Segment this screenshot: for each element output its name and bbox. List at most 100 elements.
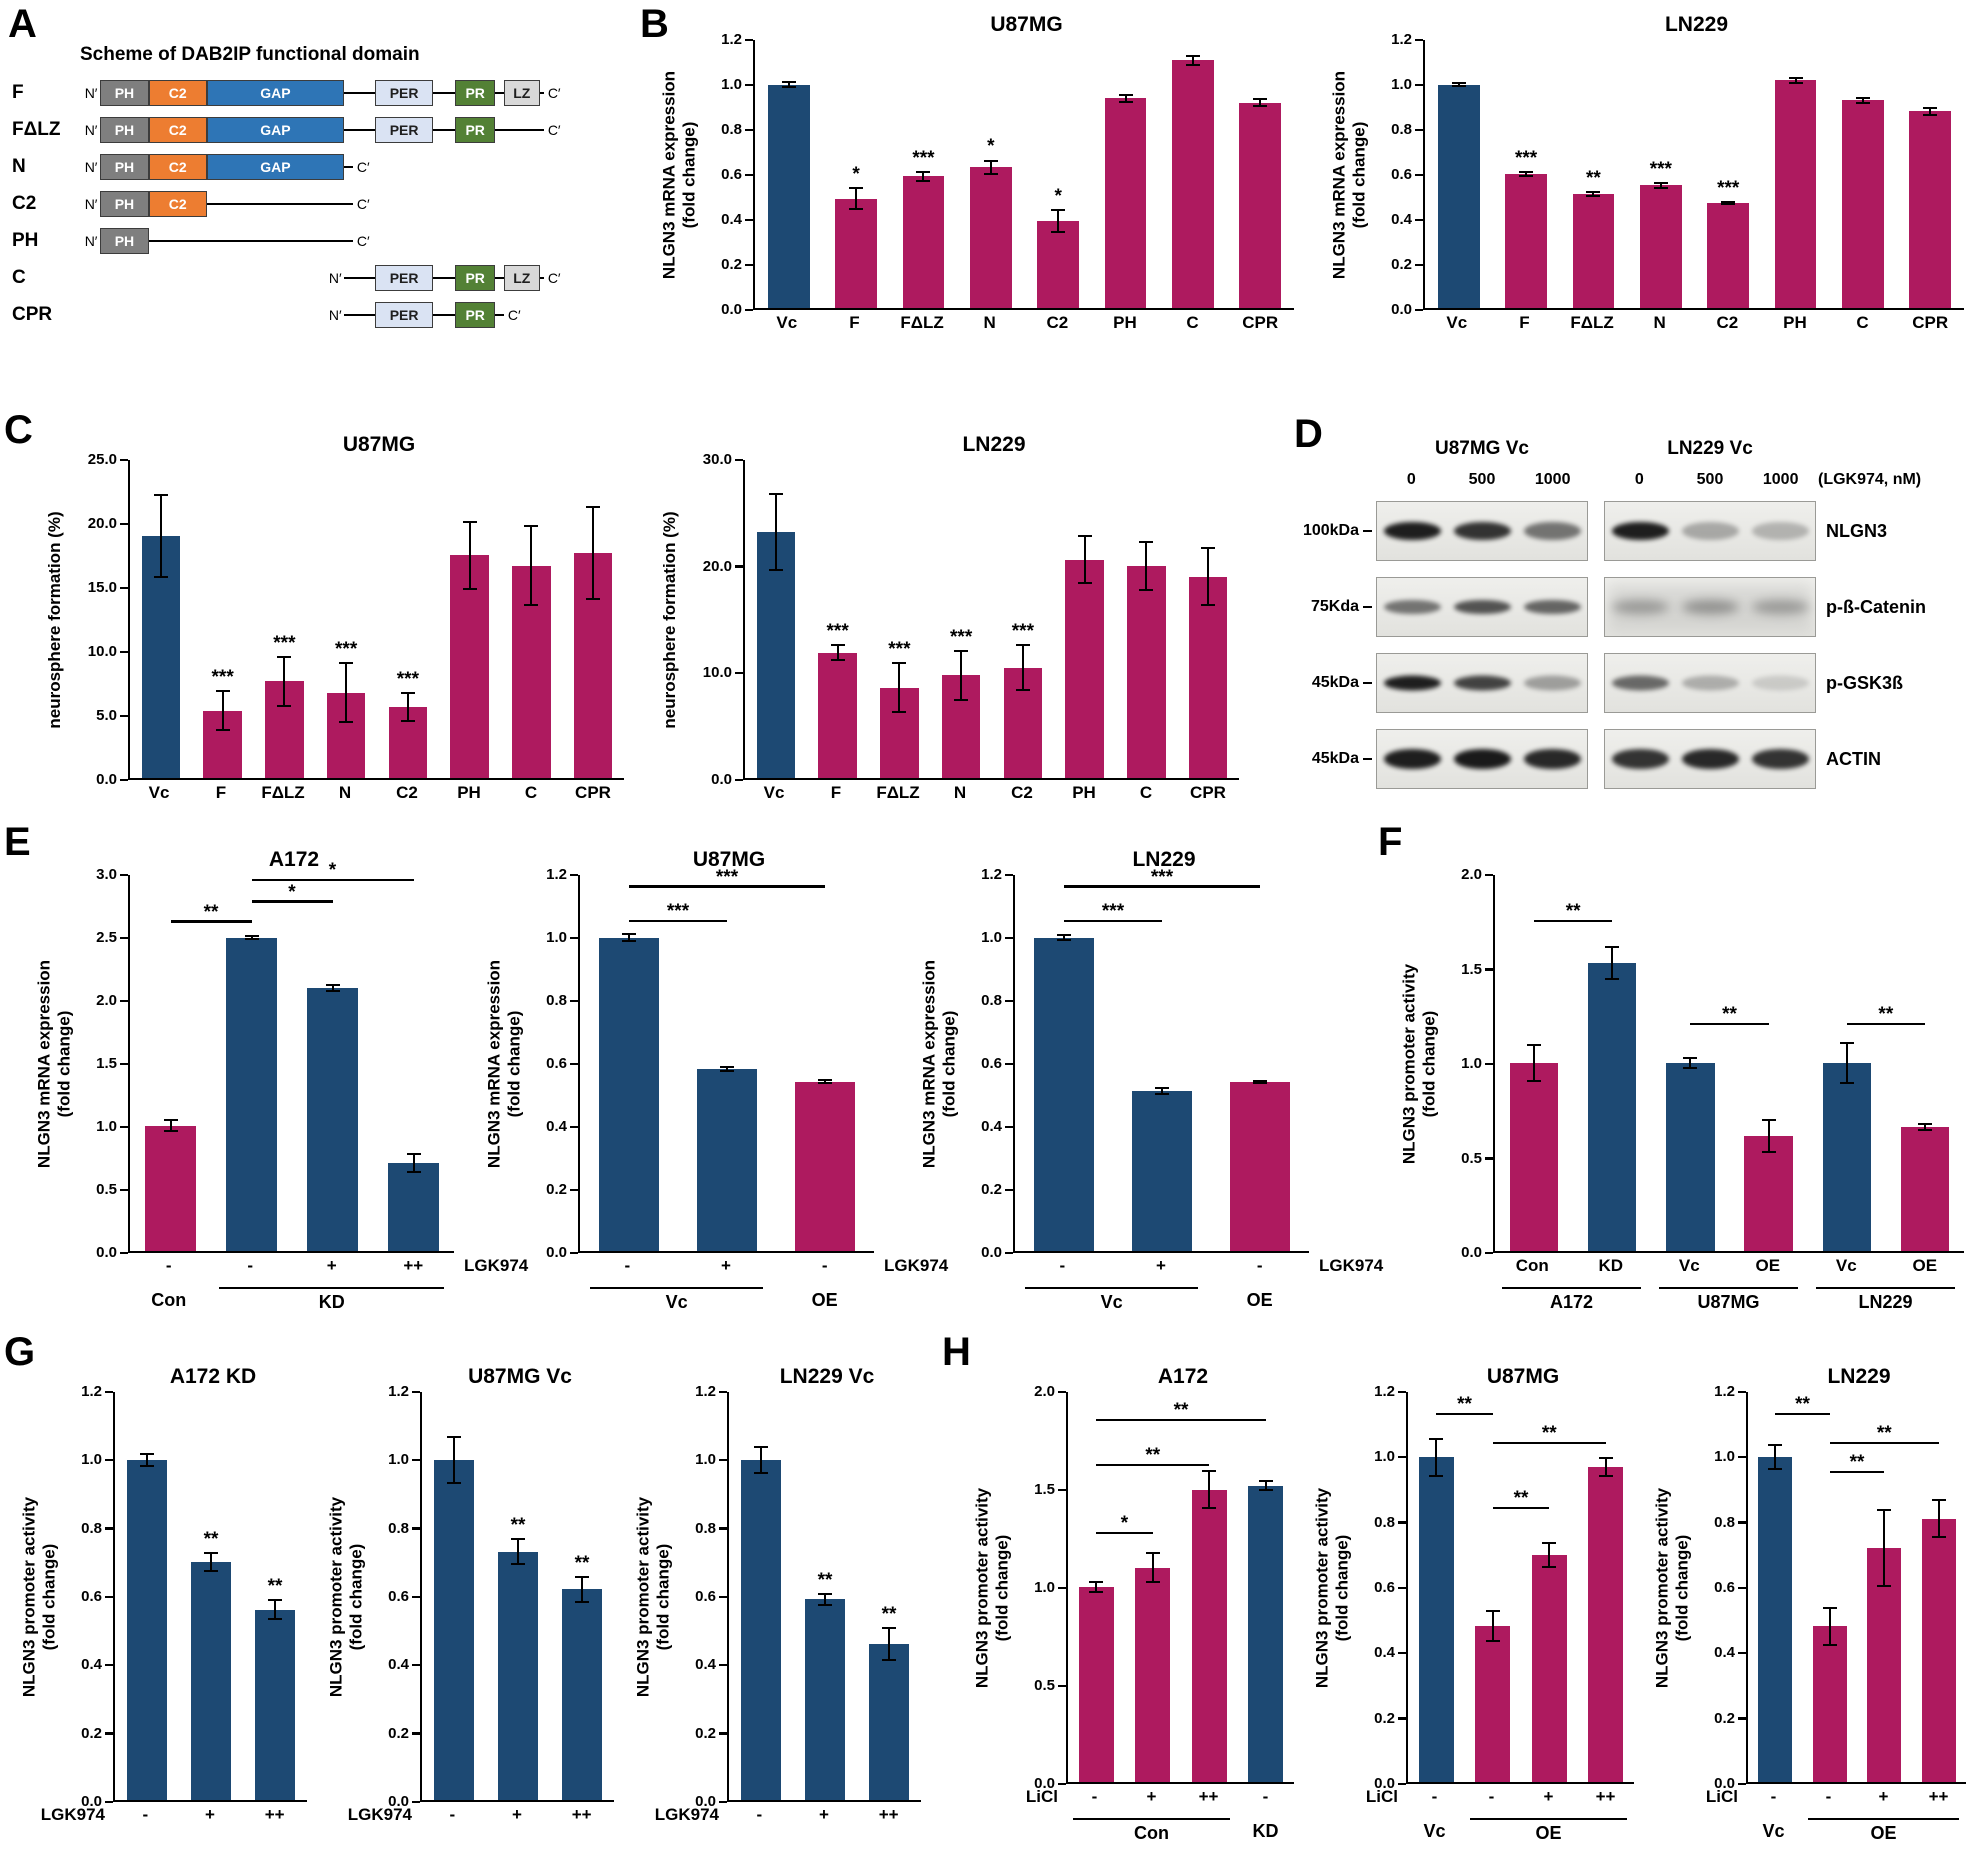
c-terminus-label: C′	[547, 84, 561, 101]
significance-line	[251, 900, 333, 903]
bar	[1131, 1091, 1193, 1251]
protein-band	[1682, 675, 1740, 691]
y-tick-label: 1.0	[546, 929, 567, 946]
protein-band	[1384, 749, 1442, 769]
significance-stars: *	[1054, 185, 1062, 207]
error-bar	[140, 1453, 154, 1467]
x-tick-label: OE	[1755, 1256, 1781, 1275]
error-bar	[754, 1446, 768, 1474]
bar	[145, 1125, 196, 1251]
y-tick-mark	[1005, 936, 1013, 939]
significance-stars: **	[881, 1603, 897, 1625]
y-tick-label: 1.2	[546, 866, 567, 883]
x-tick-label: PH	[1783, 313, 1807, 332]
x-tick-label: F	[215, 783, 227, 802]
y-tick-label: 0.0	[1034, 1775, 1055, 1792]
group-label: A172	[1502, 1287, 1641, 1313]
x-group-labels: Con KD	[30, 1283, 460, 1323]
y-tick-label: 1.0	[981, 929, 1002, 946]
y-tick-label: 0.0	[1714, 1775, 1735, 1792]
chart-body: NLGN3 promoter activity (fold change) 0.0…	[629, 1384, 927, 1810]
y-tick-label: 0.4	[695, 1656, 716, 1674]
protein-label: ACTIN	[1826, 748, 1881, 769]
protein-band	[1384, 522, 1442, 540]
y-tick-label: 0.0	[96, 1244, 117, 1261]
x-tick-label: +	[512, 1805, 522, 1824]
chart-body: NLGN3 promoter activity (fold change) 0.0…	[1648, 1384, 1972, 1792]
x-axis-labels: Vc F FΔLZ N C2 PH C CPR	[1325, 310, 1970, 340]
bar-chart: A172 NLGN3 mRNA expression (fold change) 0…	[30, 845, 529, 1323]
y-tick-mark	[570, 999, 578, 1002]
y-axis: 0.0 0.2 0.4 0.6 0.8 1.0 1.2	[372, 1384, 420, 1810]
y-tick-mark	[719, 1527, 727, 1530]
domain-box-pr: PR	[455, 301, 496, 328]
error-bar	[768, 492, 783, 572]
chart-title: LN229 Vc	[779, 1365, 875, 1388]
significance-stars: **	[1795, 1393, 1810, 1415]
domain-box-pr: PR	[455, 264, 496, 291]
y-tick-label: 0.6	[546, 1055, 567, 1072]
y-tick-label: 10.0	[702, 664, 732, 682]
error-bar	[163, 1119, 178, 1132]
y-tick-label: 1.0	[81, 1451, 102, 1469]
y-tick-label: 0.2	[1374, 1709, 1395, 1727]
lane-label: 1000	[1762, 470, 1799, 488]
y-tick-label: 1.2	[1374, 1383, 1395, 1400]
y-tick-mark	[1738, 1651, 1746, 1655]
group-label: KD	[1252, 1821, 1279, 1841]
significance-stars: ***	[950, 626, 973, 648]
y-tick-mark	[105, 1458, 113, 1462]
bar-chart: A172 NLGN3 promoter activity (fold change…	[968, 1362, 1300, 1854]
bar	[1135, 1567, 1171, 1782]
y-tick-mark	[412, 1458, 420, 1462]
y-tick-mark	[105, 1527, 113, 1530]
bar	[1104, 98, 1147, 308]
chart-g-a172kd: A172 KD NLGN3 promoter activity (fold cha…	[15, 1362, 313, 1832]
bar	[1774, 80, 1817, 308]
chart-b-ln229: LN229 NLGN3 mRNA expression (fold change)…	[1325, 10, 1970, 340]
error-bar	[1683, 1057, 1698, 1069]
bar	[498, 1551, 538, 1800]
y-tick-label: 0.8	[1714, 1513, 1735, 1531]
group-label: Con	[1072, 1818, 1231, 1844]
y-tick-label: 1.2	[1391, 31, 1412, 48]
protein-label: p-GSK3ß	[1826, 672, 1904, 693]
y-tick-mark	[1738, 1782, 1746, 1785]
significance-stars: ***	[1514, 147, 1538, 169]
x-tick-label: Vc	[763, 783, 785, 802]
y-tick-mark	[120, 1062, 128, 1065]
y-tick-label: 1.0	[1391, 76, 1412, 93]
x-axis-labels: - + ++ LGK974	[15, 1802, 313, 1832]
y-tick-mark	[1415, 128, 1423, 131]
panel-label-g: G	[4, 1330, 36, 1374]
y-tick-label: 0.8	[981, 992, 1002, 1010]
x-tick-label: KD	[1598, 1256, 1624, 1275]
chart-body: NLGN3 promoter activity (fold change) 0.0…	[322, 1384, 620, 1810]
error-bar	[830, 644, 845, 662]
y-tick-mark	[1398, 1717, 1406, 1720]
y-tick-label: 0.8	[721, 121, 742, 139]
x-tick-label: +	[819, 1805, 829, 1824]
y-tick-mark	[1485, 873, 1493, 876]
y-tick-mark	[120, 936, 128, 939]
y-axis: 0.0 0.5 1.0 1.5 2.0 2.5 3.0	[80, 867, 128, 1261]
significance-line	[1829, 1471, 1885, 1474]
y-axis: 0.0 5.0 10.0 15.0 20.0 25.0	[80, 452, 128, 788]
y-tick-label: 0.6	[388, 1588, 409, 1605]
significance-stars: **	[817, 1569, 833, 1591]
error-bar	[277, 655, 292, 707]
bar	[969, 167, 1012, 308]
blot-col-title: U87MG Vc	[1435, 438, 1529, 459]
bar	[434, 1460, 474, 1800]
y-axis: 0.0 0.2 0.4 0.6 0.8 1.0 1.2	[705, 32, 753, 318]
y-tick-mark	[105, 1595, 113, 1598]
chart-body: NLGN3 mRNA expression (fold change) 0.0 0.…	[655, 32, 1300, 318]
y-tick-label: 0.0	[721, 301, 742, 318]
error-bar	[1605, 946, 1620, 981]
y-tick-label: 20.0	[87, 515, 117, 532]
y-tick-mark	[1738, 1521, 1746, 1524]
x-axis-tag: LiCl	[1025, 1787, 1058, 1806]
construct-row: CPR N′ C′ PER PR	[12, 296, 568, 333]
x-tick-label: FΔLZ	[1570, 313, 1614, 332]
y-tick-mark	[1005, 1062, 1013, 1065]
